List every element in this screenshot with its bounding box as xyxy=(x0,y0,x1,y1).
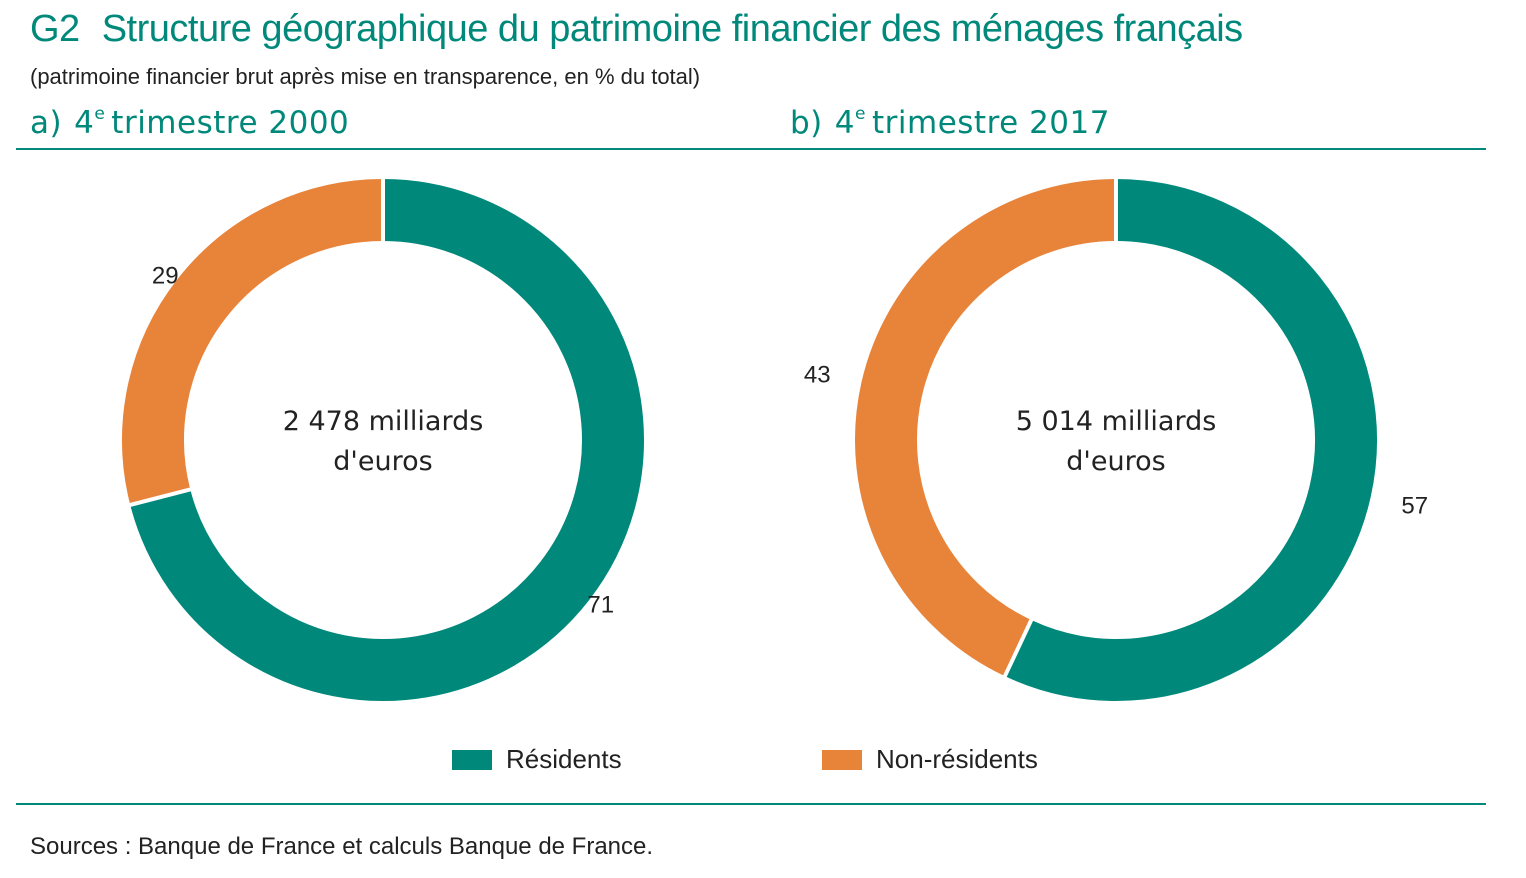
slice-residents xyxy=(130,179,644,701)
value-label-non-residents: 43 xyxy=(804,362,831,389)
center-label-line-1: 5 014 milliards xyxy=(1016,406,1217,437)
value-label-residents: 71 xyxy=(587,591,614,618)
figure-subtitle: (patrimoine financier brut après mise en… xyxy=(30,64,701,89)
bottom-rule xyxy=(16,803,1486,805)
panel-a-label: trimestre 2000 xyxy=(111,105,350,141)
panel-a-letter: a) xyxy=(30,105,63,141)
source-note: Sources : Banque de France et calculs Ba… xyxy=(30,833,654,860)
donut-chart-a: 71 29 2 478 milliards d'euros xyxy=(122,178,644,701)
center-label-line-1: 2 478 milliards xyxy=(283,406,484,437)
legend-label-non-residents: Non-résidents xyxy=(876,744,1038,774)
legend-item-residents: Résidents xyxy=(452,744,622,775)
legend-swatch-residents xyxy=(452,749,492,770)
panel-b-sup: e xyxy=(855,104,866,124)
figure-title-text: Structure géographique du patrimoine fin… xyxy=(101,8,1243,50)
panel-a-sup: e xyxy=(94,104,106,124)
slice-separator xyxy=(1002,618,1034,678)
panel-b-heading: b) 4e trimestre 2017 xyxy=(790,104,1110,141)
figure-number: G2 xyxy=(30,8,80,50)
donut-chart-b: 57 43 5 014 milliards d'euros xyxy=(804,178,1428,701)
value-label-residents: 57 xyxy=(1401,492,1428,519)
panel-b-prefix: 4 xyxy=(834,105,856,141)
panel-b-label: trimestre 2017 xyxy=(871,105,1110,141)
slice-residents xyxy=(1004,179,1377,701)
slice-non-residents xyxy=(122,179,384,505)
panel-b-letter: b) xyxy=(790,105,823,141)
legend-label-residents: Résidents xyxy=(506,744,622,774)
panel-a-prefix: 4 xyxy=(74,105,95,141)
legend-item-non-residents: Non-résidents xyxy=(822,744,1038,775)
figure-title: G2 Structure géographique du patrimoine f… xyxy=(30,8,1243,51)
value-label-non-residents: 29 xyxy=(152,263,179,290)
center-label-line-2: d'euros xyxy=(333,446,432,477)
panel-a-heading: a) 4e trimestre 2000 xyxy=(30,104,349,141)
legend-swatch-non-residents xyxy=(822,749,862,770)
slice-non-residents xyxy=(855,179,1117,677)
slice-separator xyxy=(128,487,192,508)
top-rule xyxy=(16,148,1486,150)
center-label-line-2: d'euros xyxy=(1066,446,1165,477)
